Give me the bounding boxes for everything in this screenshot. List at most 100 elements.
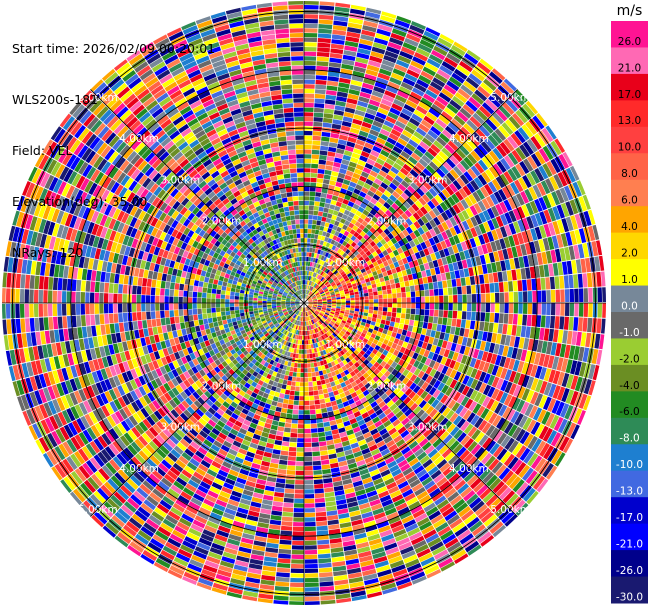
- gate-cell: [335, 321, 340, 326]
- gate-cell: [394, 175, 404, 184]
- gate-cell: [308, 299, 313, 302]
- gate-cell: [325, 90, 337, 96]
- gate-cell: [343, 333, 349, 338]
- gate-cell: [519, 447, 531, 462]
- gate-cell: [312, 272, 316, 277]
- gate-cell: [336, 242, 342, 249]
- gate-cell: [287, 456, 296, 461]
- gate-cell: [313, 289, 317, 294]
- gate-cell: [300, 372, 304, 378]
- gate-cell: [332, 284, 337, 289]
- gate-cell: [324, 333, 329, 338]
- gate-cell: [427, 129, 439, 140]
- gate-cell: [335, 295, 341, 298]
- gate-cell: [416, 79, 430, 89]
- gate-cell: [311, 159, 319, 164]
- gate-cell: [354, 109, 366, 117]
- gate-cell: [404, 280, 410, 287]
- gate-cell: [377, 107, 389, 116]
- gate-cell: [357, 365, 363, 372]
- gate-cell: [361, 379, 369, 386]
- gate-cell: [370, 150, 380, 158]
- gate-cell: [461, 285, 467, 295]
- gate-cell: [309, 281, 313, 286]
- gate-cell: [448, 334, 455, 343]
- gate-cell: [398, 86, 412, 95]
- gate-cell: [412, 326, 418, 333]
- gate-cell: [512, 208, 522, 221]
- gate-cell: [534, 133, 546, 148]
- gate-cell: [541, 251, 548, 265]
- gate-cell: [571, 260, 578, 274]
- gate-cell: [469, 276, 476, 285]
- gate-cell: [325, 257, 330, 263]
- gate-cell: [304, 84, 315, 89]
- gate-cell: [307, 285, 310, 290]
- gate-cell: [276, 572, 290, 578]
- gate-cell: [384, 141, 395, 150]
- gate-cell: [411, 203, 420, 212]
- gate-cell: [320, 266, 325, 271]
- gate-cell: [319, 398, 326, 404]
- gate-cell: [337, 86, 349, 93]
- gate-cell: [505, 493, 519, 507]
- gate-cell: [322, 388, 329, 394]
- gate-cell: [410, 21, 426, 30]
- gate-cell: [451, 318, 457, 327]
- gate-cell: [517, 314, 523, 326]
- gate-cell: [431, 398, 440, 408]
- gate-cell: [457, 311, 462, 320]
- gate-cell: [539, 327, 545, 341]
- gate-cell: [338, 222, 344, 229]
- gate-cell: [337, 334, 342, 339]
- gate-cell: [416, 175, 426, 184]
- gate-cell: [563, 185, 574, 201]
- gate-cell: [536, 340, 544, 353]
- gate-cell: [364, 343, 371, 350]
- gate-cell: [428, 359, 436, 369]
- gate-cell: [452, 391, 462, 402]
- gate-cell: [384, 90, 397, 99]
- gate-cell: [370, 257, 377, 264]
- gate-cell: [395, 282, 401, 289]
- gate-cell: [422, 321, 428, 329]
- gate-cell: [474, 359, 481, 370]
- gate-cell: [342, 198, 350, 205]
- gate-cell: [295, 386, 300, 392]
- gate-cell: [542, 396, 552, 411]
- gate-cell: [349, 310, 355, 314]
- gate-cell: [555, 189, 565, 204]
- gate-cell: [304, 233, 308, 238]
- gate-cell: [346, 282, 352, 287]
- gate-cell: [277, 562, 291, 569]
- gate-cell: [462, 141, 474, 153]
- gate-cell: [561, 358, 569, 373]
- gate-cell: [339, 323, 344, 329]
- gate-cell: [365, 323, 371, 328]
- gate-cell: [291, 423, 298, 429]
- gate-cell: [462, 294, 467, 303]
- gate-cell: [294, 395, 300, 401]
- gate-cell: [331, 123, 342, 130]
- gate-cell: [432, 171, 442, 181]
- gate-cell: [600, 271, 606, 287]
- gate-cell: [345, 303, 351, 306]
- gate-cell: [410, 135, 422, 145]
- gate-cell: [512, 397, 521, 411]
- gate-cell: [386, 284, 392, 290]
- gate-cell: [304, 484, 314, 490]
- gate-cell: [291, 381, 296, 387]
- gate-cell: [416, 144, 427, 155]
- gate-cell: [341, 234, 347, 241]
- gate-cell: [286, 470, 296, 475]
- gate-cell: [397, 171, 407, 180]
- gate-cell: [366, 64, 380, 73]
- gate-cell: [529, 326, 536, 339]
- gate-cell: [471, 524, 486, 537]
- gate-cell: [304, 368, 308, 373]
- gate-cell: [442, 175, 452, 186]
- gate-cell: [540, 180, 551, 195]
- gate-cell: [459, 107, 472, 119]
- gate-cell: [336, 91, 348, 98]
- gate-cell: [409, 382, 417, 391]
